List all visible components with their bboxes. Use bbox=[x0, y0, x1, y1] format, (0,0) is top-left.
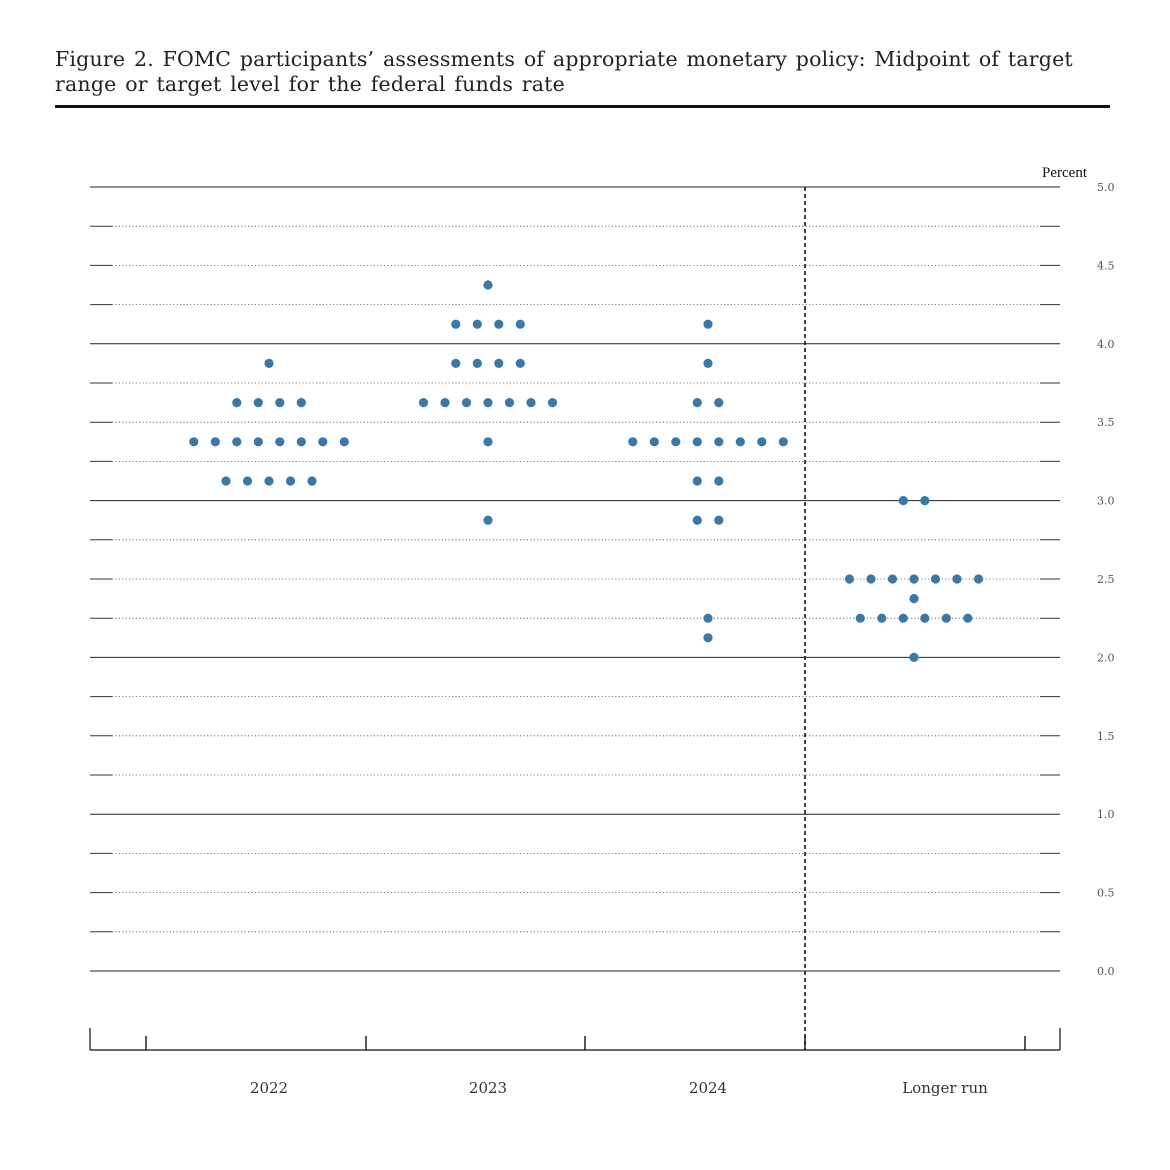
x-category-labels: 2022 2023 2024 Longer run bbox=[250, 1079, 988, 1097]
participant-dot bbox=[275, 398, 285, 408]
participant-dot bbox=[898, 613, 908, 623]
grid-lines bbox=[90, 186, 1060, 972]
participant-dot bbox=[714, 437, 724, 447]
x-category-label: 2022 bbox=[250, 1079, 288, 1097]
participant-dot bbox=[714, 476, 724, 486]
y-tick-label: 1.5 bbox=[1097, 730, 1115, 743]
participant-dot bbox=[920, 613, 930, 623]
participant-dot bbox=[451, 319, 461, 329]
participant-dot bbox=[451, 358, 461, 368]
participant-dot bbox=[952, 574, 962, 584]
participant-dot bbox=[844, 574, 855, 584]
participant-dot bbox=[671, 437, 681, 447]
participant-dot bbox=[920, 496, 930, 506]
participant-dot bbox=[877, 613, 887, 623]
x-category-label: Longer run bbox=[902, 1079, 988, 1097]
participant-dot bbox=[887, 574, 898, 584]
participant-dot bbox=[757, 437, 767, 447]
participant-dot bbox=[547, 398, 558, 408]
participant-dot bbox=[494, 358, 504, 368]
participant-dot bbox=[692, 515, 702, 525]
participant-dot bbox=[855, 613, 865, 623]
y-tick-label: 4.5 bbox=[1097, 259, 1115, 272]
participant-dot bbox=[472, 319, 482, 329]
y-tick-label: 1.0 bbox=[1097, 808, 1115, 821]
participant-dot bbox=[703, 613, 713, 623]
y-tick-label: 3.0 bbox=[1097, 495, 1115, 508]
participant-dot bbox=[703, 633, 713, 643]
participant-dot bbox=[714, 398, 724, 408]
y-axis-unit-label: Percent bbox=[1042, 165, 1088, 181]
participant-dot bbox=[472, 358, 482, 368]
x-category-label: 2023 bbox=[469, 1079, 507, 1097]
participant-dot bbox=[963, 613, 973, 623]
participant-dot bbox=[973, 574, 984, 584]
participant-dot bbox=[461, 398, 472, 408]
participant-dot bbox=[866, 574, 876, 584]
participant-dot bbox=[515, 358, 525, 368]
x-axis bbox=[89, 187, 1061, 1051]
participant-dot bbox=[703, 319, 713, 329]
participant-dot bbox=[253, 398, 263, 408]
participant-dot bbox=[296, 437, 306, 447]
participant-dot bbox=[494, 319, 504, 329]
participant-dot bbox=[504, 398, 515, 408]
participant-dot bbox=[264, 476, 274, 486]
participant-dot bbox=[483, 398, 493, 408]
participant-dot bbox=[285, 476, 296, 486]
y-tick-label: 3.5 bbox=[1097, 416, 1115, 429]
participant-dot bbox=[483, 437, 493, 447]
participant-dot bbox=[232, 398, 242, 408]
y-tick-label: 2.5 bbox=[1097, 573, 1115, 586]
participant-dot bbox=[909, 574, 919, 584]
participant-dot bbox=[221, 476, 231, 486]
figure-title: Figure 2. FOMC participants’ assessments… bbox=[55, 47, 1073, 96]
participant-dot bbox=[692, 437, 702, 447]
participant-dot bbox=[692, 476, 702, 486]
participant-dot bbox=[628, 437, 638, 447]
participant-dot bbox=[692, 398, 702, 408]
participant-dot bbox=[275, 437, 285, 447]
y-tick-label: 5.0 bbox=[1097, 181, 1115, 194]
x-category-label: 2024 bbox=[689, 1079, 727, 1097]
participant-dot bbox=[714, 515, 724, 525]
participant-dot bbox=[649, 437, 659, 447]
title-rule bbox=[55, 105, 1110, 108]
participant-dot bbox=[778, 437, 788, 447]
participant-dot bbox=[232, 437, 242, 447]
participant-dot bbox=[418, 398, 429, 408]
participant-dot bbox=[307, 476, 317, 486]
y-tick-label: 4.0 bbox=[1097, 338, 1115, 351]
participant-dot bbox=[318, 437, 328, 447]
participant-dot bbox=[735, 437, 745, 447]
y-tick-labels: 0.0 0.5 1.0 1.5 2.0 2.5 3.0 3.5 4.0 4.5 5.0 bbox=[1097, 181, 1115, 978]
participant-dot bbox=[189, 437, 199, 447]
participant-dot bbox=[941, 613, 951, 623]
participant-dots bbox=[189, 280, 984, 663]
participant-dot bbox=[242, 476, 253, 486]
y-tick-label: 2.0 bbox=[1097, 651, 1115, 664]
participant-dot bbox=[296, 398, 306, 408]
participant-dot bbox=[898, 496, 908, 506]
participant-dot bbox=[264, 358, 274, 368]
participant-dot bbox=[483, 280, 493, 290]
participant-dot bbox=[703, 358, 713, 368]
y-tick-label: 0.5 bbox=[1097, 887, 1115, 900]
participant-dot bbox=[930, 574, 941, 584]
participant-dot bbox=[253, 437, 263, 447]
participant-dot bbox=[526, 398, 536, 408]
participant-dot bbox=[909, 594, 919, 604]
participant-dot bbox=[515, 319, 525, 329]
participant-dot bbox=[339, 437, 349, 447]
y-tick-label: 0.0 bbox=[1097, 965, 1115, 978]
participant-dot bbox=[483, 515, 493, 525]
participant-dot bbox=[909, 652, 919, 663]
participant-dot bbox=[440, 398, 450, 408]
participant-dot bbox=[210, 437, 220, 447]
